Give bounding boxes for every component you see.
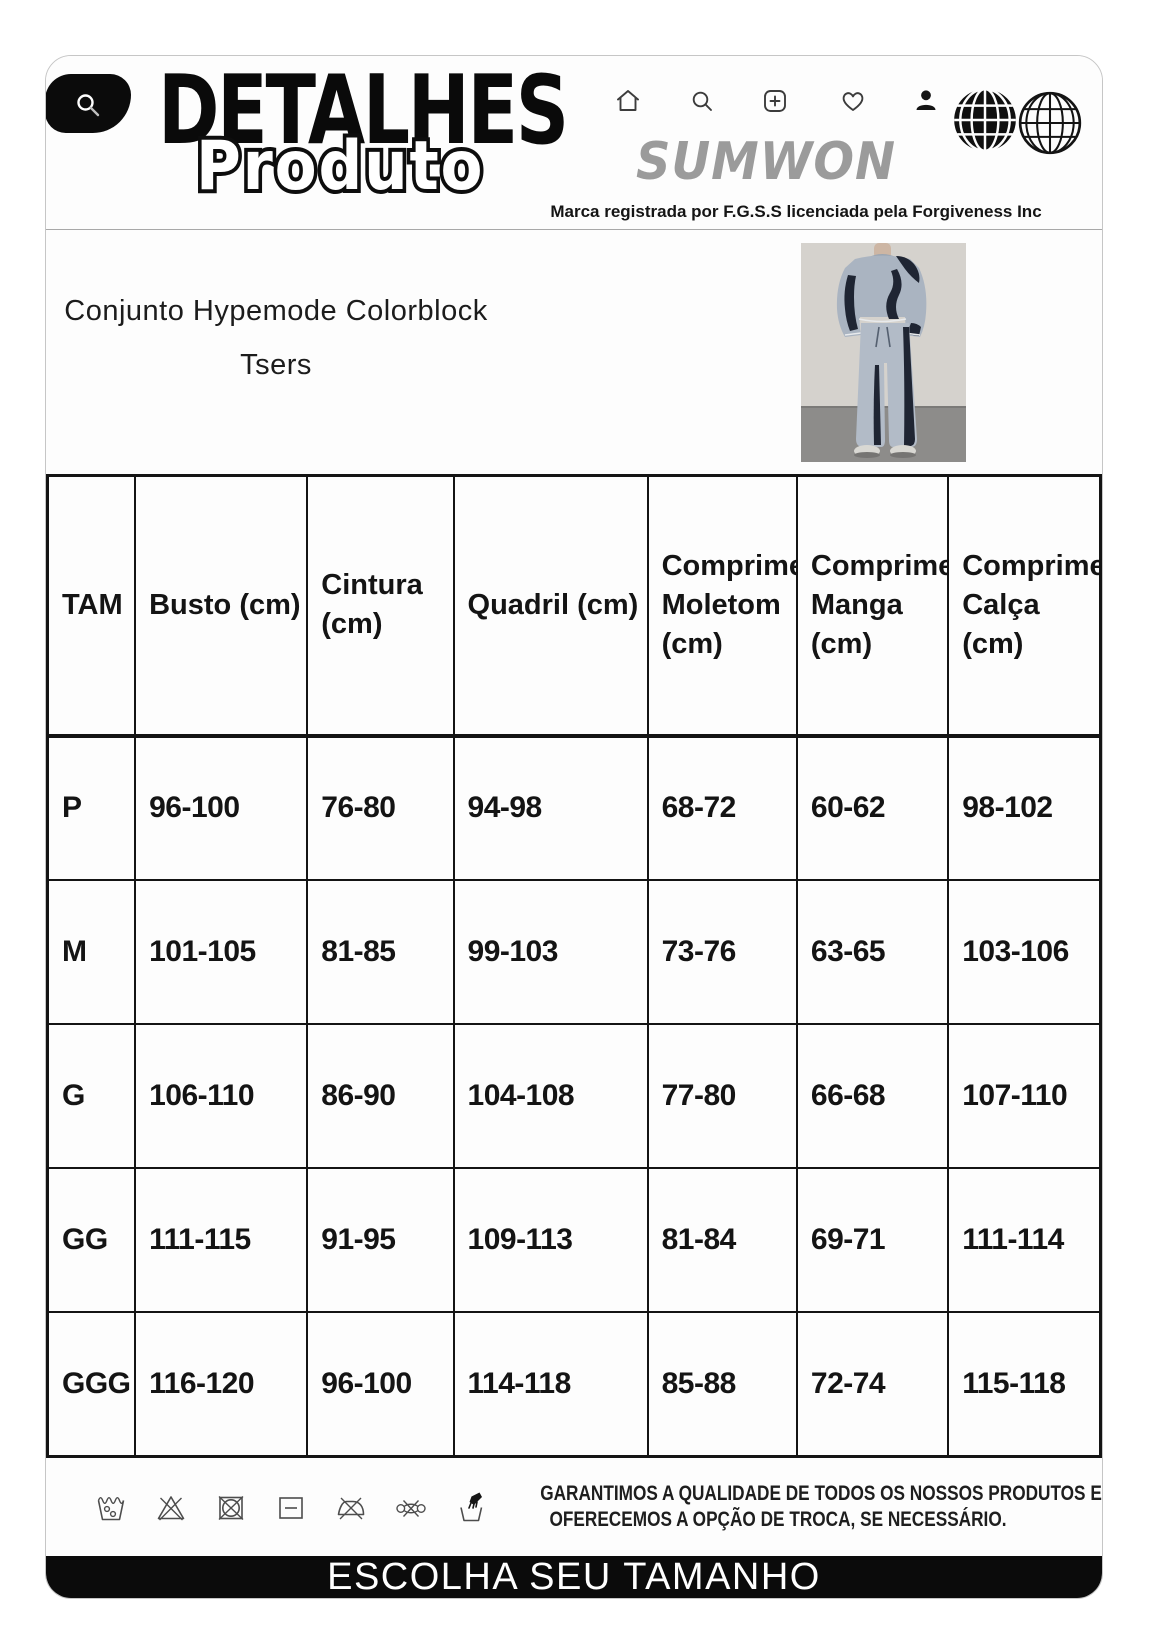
- size-cell: 101-105: [134, 878, 309, 1025]
- size-cell: 94-98: [452, 734, 649, 881]
- header-cell-comprimento-moletom: Comprimento Moletom (cm): [646, 474, 798, 738]
- search-icon: [77, 94, 100, 117]
- search-icon[interactable]: [687, 86, 717, 116]
- globe-outline-icon: [1018, 91, 1082, 155]
- do-not-iron-icon: [337, 1497, 365, 1520]
- table-row-ggg: GGG 116-120 96-100 114-118 85-88 72-74 1…: [46, 1311, 1102, 1458]
- header-cell-busto: Busto (cm): [134, 474, 309, 738]
- table-row-gg: GG 111-115 91-95 109-113 81-84 69-71 111…: [46, 1167, 1102, 1314]
- guarantee-line2: OFERECEMOS A OPÇÃO DE TROCA, SE NECESSÁR…: [549, 1508, 1007, 1531]
- size-cell: 99-103: [452, 878, 649, 1025]
- size-cell: 86-90: [306, 1022, 455, 1170]
- size-cell: 66-68: [795, 1022, 950, 1170]
- header-cell-quadril: Quadril (cm): [452, 474, 649, 738]
- page-subtitle: Produto Produto: [192, 125, 486, 208]
- size-cell: 96-100: [134, 734, 309, 881]
- footer: GARANTIMOS A QUALIDADE DE TODOS OS NOSSO…: [46, 1458, 1102, 1556]
- size-cell: 73-76: [646, 878, 798, 1025]
- table-row-m: M 101-105 81-85 99-103 73-76 63-65 103-1…: [46, 878, 1102, 1025]
- product-name-line1: Conjunto Hypemode Colorblock: [64, 295, 488, 327]
- hand-wash-icon: [460, 1492, 483, 1522]
- product-photo: [801, 243, 966, 462]
- size-cell: 103-106: [947, 878, 1102, 1025]
- guarantee-text: GARANTIMOS A QUALIDADE DE TODOS OS NOSSO…: [540, 1481, 1102, 1534]
- product-section: Conjunto Hypemode Colorblock Tsers: [46, 229, 1102, 474]
- guarantee-line1: GARANTIMOS A QUALIDADE DE TODOS OS NOSSO…: [540, 1481, 1102, 1505]
- size-label: GGG: [46, 1311, 137, 1458]
- globe-filled-icon: [954, 87, 1016, 153]
- size-cell: 72-74: [795, 1311, 950, 1458]
- home-icon[interactable]: [613, 86, 643, 116]
- header: DETALHES Produto Produto: [46, 56, 1102, 229]
- size-cell: 109-113: [452, 1167, 649, 1314]
- header-cell-cintura: Cintura (cm): [306, 474, 455, 738]
- product-name-line2: Tsers: [240, 348, 312, 381]
- size-cell: 98-102: [947, 734, 1102, 881]
- size-cell: 81-85: [306, 878, 455, 1025]
- size-cell: 111-114: [947, 1167, 1102, 1314]
- size-label: P: [46, 734, 137, 881]
- do-not-bleach-icon: [157, 1496, 185, 1521]
- brand-logo: SUMWON: [636, 132, 896, 192]
- dry-flat-icon: [279, 1497, 303, 1519]
- size-table: TAM Busto (cm) Cintura (cm) Quadril (cm)…: [46, 474, 1102, 1458]
- product-name: Conjunto Hypemode Colorblock Tsers: [61, 285, 491, 392]
- trademark-note: Marca registrada por F.G.S.S licenciada …: [550, 202, 1042, 221]
- do-not-tumble-dry-icon: [218, 1495, 244, 1521]
- size-cell: 104-108: [452, 1022, 649, 1170]
- wash-tub-icon: [97, 1496, 125, 1521]
- product-detail-card: DETALHES Produto Produto: [45, 55, 1103, 1599]
- page-title: DETALHES: [158, 56, 569, 166]
- choose-size-bar[interactable]: ESCOLHA SEU TAMANHO: [46, 1556, 1102, 1598]
- size-cell: 91-95: [306, 1167, 455, 1314]
- size-cell: 60-62: [795, 734, 950, 881]
- table-row-g: G 106-110 86-90 104-108 77-80 66-68 107-…: [46, 1022, 1102, 1170]
- size-cell: 107-110: [947, 1022, 1102, 1170]
- add-icon[interactable]: [760, 86, 790, 116]
- size-cell: 68-72: [646, 734, 798, 881]
- size-cell: 115-118: [947, 1311, 1102, 1458]
- size-cell: 77-80: [646, 1022, 798, 1170]
- size-cell: 114-118: [452, 1311, 649, 1458]
- size-label: GG: [46, 1167, 137, 1314]
- size-cell: 63-65: [795, 878, 950, 1025]
- size-cell: 116-120: [134, 1311, 309, 1458]
- heart-icon[interactable]: [838, 86, 868, 116]
- profile-icon[interactable]: [911, 86, 941, 116]
- size-label: G: [46, 1022, 137, 1170]
- size-cell: 96-100: [306, 1311, 455, 1458]
- care-instructions: [94, 1490, 488, 1524]
- size-cell: 85-88: [646, 1311, 798, 1458]
- size-cell: 111-115: [134, 1167, 309, 1314]
- header-cell-comprimento-calca: Comprimento Calça (cm): [947, 474, 1102, 738]
- size-cell: 69-71: [795, 1167, 950, 1314]
- header-cell-comprimento-manga: Comprimento Manga (cm): [795, 474, 950, 738]
- size-label: M: [46, 878, 137, 1025]
- header-cell-tam: TAM: [46, 474, 137, 738]
- size-cell: 76-80: [306, 734, 455, 881]
- table-row-p: P 96-100 76-80 94-98 68-72 60-62 98-102: [46, 734, 1102, 881]
- table-header-row: TAM Busto (cm) Cintura (cm) Quadril (cm)…: [46, 474, 1102, 738]
- do-not-wring-icon: [396, 1500, 426, 1517]
- size-cell: 106-110: [134, 1022, 309, 1170]
- search-button[interactable]: [46, 74, 131, 133]
- size-cell: 81-84: [646, 1167, 798, 1314]
